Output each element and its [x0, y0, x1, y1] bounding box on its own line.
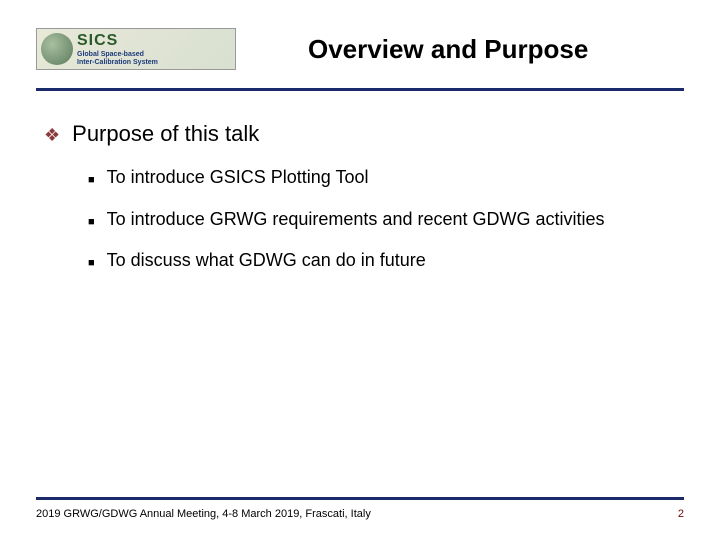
- list-item: ■ To introduce GSICS Plotting Tool: [88, 167, 676, 189]
- list-item: ■ To introduce GRWG requirements and rec…: [88, 209, 676, 231]
- square-bullet-icon: ■: [88, 255, 95, 272]
- footer-row: 2019 GRWG/GDWG Annual Meeting, 4-8 March…: [36, 508, 684, 520]
- sub-bullet-text: To introduce GRWG requirements and recen…: [107, 209, 605, 230]
- square-bullet-icon: ■: [88, 172, 95, 189]
- sub-bullet-text: To discuss what GDWG can do in future: [107, 250, 426, 271]
- logo-tagline-1: Global Space-based: [77, 51, 158, 58]
- slide-header: SICS Global Space-based Inter-Calibratio…: [0, 0, 720, 82]
- page-number: 2: [678, 508, 684, 520]
- logo-tagline-2: Inter-Calibration System: [77, 59, 158, 66]
- main-bullet-text: Purpose of this talk: [72, 121, 259, 147]
- sub-bullet-text: To introduce GSICS Plotting Tool: [107, 167, 369, 188]
- globe-icon: [41, 33, 73, 65]
- slide-title: Overview and Purpose: [308, 34, 588, 65]
- list-item: ■ To discuss what GDWG can do in future: [88, 250, 676, 272]
- logo-acronym: SICS: [77, 32, 158, 50]
- square-bullet-icon: ■: [88, 214, 95, 231]
- slide-content: ❖ Purpose of this talk ■ To introduce GS…: [0, 91, 720, 272]
- diamond-bullet-icon: ❖: [44, 126, 60, 144]
- footer-meeting-text: 2019 GRWG/GDWG Annual Meeting, 4-8 March…: [36, 508, 371, 520]
- slide-footer: 2019 GRWG/GDWG Annual Meeting, 4-8 March…: [36, 497, 684, 520]
- footer-underline: [36, 497, 684, 500]
- main-bullet: ❖ Purpose of this talk: [44, 121, 676, 147]
- gsics-logo: SICS Global Space-based Inter-Calibratio…: [36, 28, 236, 70]
- sub-bullet-list: ■ To introduce GSICS Plotting Tool ■ To …: [44, 167, 676, 272]
